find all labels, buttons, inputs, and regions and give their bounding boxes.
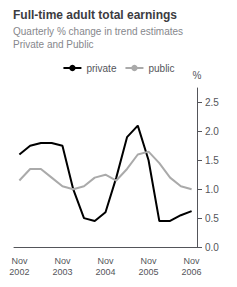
svg-text:Nov: Nov [141,256,158,266]
svg-text:2004: 2004 [95,267,115,277]
svg-text:Nov: Nov [97,256,114,266]
svg-text:Nov: Nov [184,256,201,266]
svg-text:Nov: Nov [11,256,28,266]
svg-text:1.0: 1.0 [205,184,219,195]
svg-text:%: % [193,70,202,81]
svg-text:2.5: 2.5 [205,97,219,108]
svg-text:1.5: 1.5 [205,155,219,166]
svg-text:2003: 2003 [52,267,72,277]
svg-text:2006: 2006 [182,267,202,277]
svg-text:Full-time adult total earnings: Full-time adult total earnings [13,8,177,22]
svg-text:Private and Public: Private and Public [13,39,94,50]
svg-text:0.0: 0.0 [205,242,219,253]
svg-text:2002: 2002 [9,267,29,277]
svg-text:Nov: Nov [54,256,71,266]
svg-text:2005: 2005 [139,267,159,277]
svg-text:Quarterly % change in trend es: Quarterly % change in trend estimates [13,26,183,37]
svg-text:0.5: 0.5 [205,213,219,224]
svg-text:private: private [86,63,116,74]
svg-text:public: public [148,63,174,74]
svg-text:2.0: 2.0 [205,126,219,137]
